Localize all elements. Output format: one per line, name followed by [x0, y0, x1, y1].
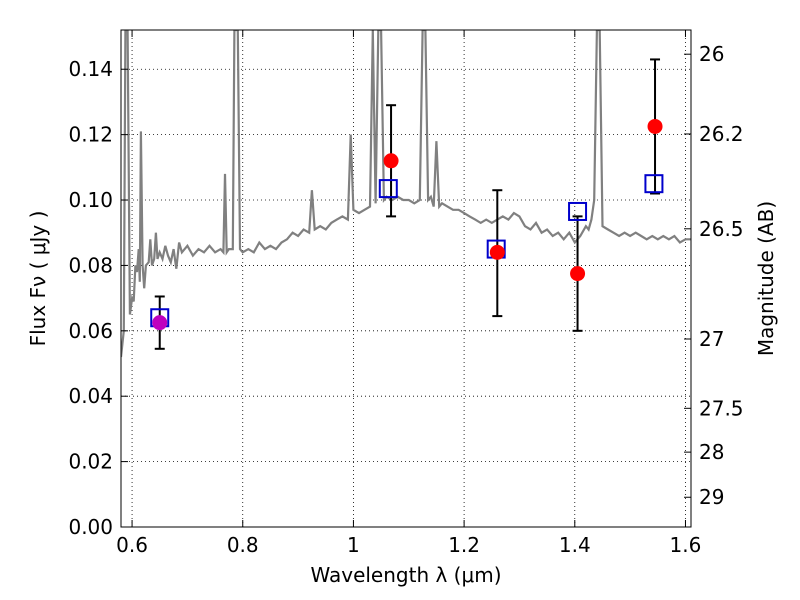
x-tick-label: 1.6 [670, 533, 702, 557]
mag-tick-label: 27.5 [699, 396, 744, 420]
observed-point [647, 118, 663, 134]
observed-points-layer [152, 118, 663, 331]
y-tick-label: 0.04 [68, 384, 113, 408]
mag-tick-label: 26.5 [699, 217, 744, 241]
x-tick-label: 1.2 [448, 533, 480, 557]
observed-point [570, 266, 586, 282]
x-tick-label: 1.4 [559, 533, 591, 557]
y-tick-label: 0.02 [68, 450, 113, 474]
y-tick-label: 0.12 [68, 123, 113, 147]
plot-frame [120, 29, 692, 528]
mag-tick-label: 29 [699, 485, 724, 509]
observed-point [152, 315, 168, 331]
mag-tick-label: 26.2 [699, 122, 744, 146]
grid-layer [121, 30, 691, 527]
model-point [568, 201, 588, 221]
x-tick-label: 0.8 [227, 533, 259, 557]
observed-point [383, 153, 399, 169]
y-tick-label: 0.10 [68, 188, 113, 212]
model-point [378, 179, 398, 199]
mag-tick-label: 28 [699, 440, 724, 464]
tick-layer: 0.6 0.8 1 1.2 1.4 1.6 0.00 0.02 0.04 0.06 0.08 0.10… [68, 30, 744, 557]
x-tick-label: 0.6 [116, 533, 148, 557]
y-tick-label: 0.00 [68, 515, 113, 539]
y-tick-label: 0.08 [68, 253, 113, 277]
y-tick-label: 0.06 [68, 319, 113, 343]
model-point [644, 174, 664, 194]
spectrum-line [121, 30, 691, 358]
x-tick-label: 1 [347, 533, 360, 557]
mag-tick-label: 26 [699, 42, 724, 66]
y-axis-label-right: Magnitude (AB) [754, 201, 778, 356]
observed-point [489, 244, 505, 260]
x-axis-label: Wavelength λ (μm) [310, 563, 501, 587]
errorbar-layer [154, 58, 661, 350]
mag-tick-label: 27 [699, 327, 724, 351]
y-tick-label: 0.14 [68, 57, 113, 81]
plot-area [121, 30, 691, 358]
y-axis-label: Flux Fν ( μJy ) [26, 211, 50, 347]
